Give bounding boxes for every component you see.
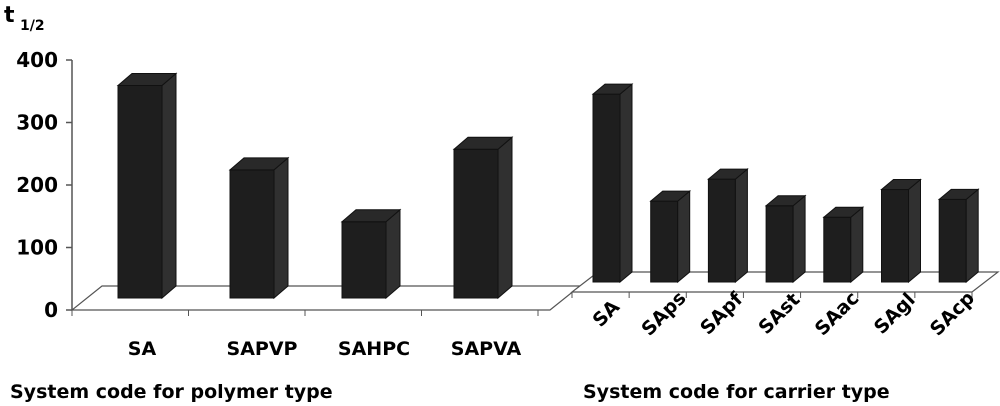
category-label: SA <box>588 296 624 332</box>
x-axis-title-polymer: System code for polymer type <box>10 381 333 403</box>
bar-side <box>619 83 633 284</box>
x-axis-title-carrier: System code for carrier type <box>583 381 890 403</box>
bar-top <box>649 190 692 202</box>
bar-top <box>822 206 865 218</box>
bar-SAPVP <box>228 156 290 300</box>
bar-front <box>592 93 621 283</box>
bar-front <box>117 85 163 299</box>
bar-side <box>850 206 864 284</box>
bar-side <box>677 190 691 284</box>
bar-front <box>229 169 275 299</box>
bar-front <box>765 205 794 283</box>
bar-SA <box>591 83 634 284</box>
y-tick-label: 0 <box>44 298 58 322</box>
bar-side <box>792 194 806 284</box>
bar-side <box>161 72 177 300</box>
category-label: SAgl <box>870 289 920 339</box>
bar-SA <box>116 72 178 300</box>
bar-side <box>908 178 921 284</box>
bar-front <box>881 189 909 283</box>
y-axis-title: t 1/2 <box>4 3 45 34</box>
category-label: SAac <box>811 287 864 340</box>
bar-top <box>452 136 514 150</box>
bar-front <box>341 221 387 299</box>
carrier-type-chart: SA SAps SApf SAst SAac SAgl SAcp <box>570 83 1000 340</box>
bar-side <box>273 156 289 300</box>
bar-SAHPC <box>340 208 402 300</box>
bar-top <box>764 195 807 207</box>
bar-SAcp <box>937 188 980 284</box>
bar-SApf <box>707 168 749 284</box>
bar-top <box>880 179 922 191</box>
bar-side <box>965 188 979 284</box>
bar-SAps <box>649 190 692 284</box>
bar-side <box>385 208 401 300</box>
polymer-type-chart: 0 100 200 300 400 SA SAPVP SAHPC SAPVA <box>16 48 582 360</box>
bar-side <box>497 136 513 300</box>
bar-front <box>707 178 736 283</box>
bar-front <box>453 148 499 299</box>
bar-SAac <box>822 206 865 284</box>
bar-top <box>340 209 402 223</box>
bar-top <box>591 83 634 95</box>
bar-front <box>650 200 679 283</box>
category-label: SA <box>128 338 157 360</box>
category-label: SAst <box>754 289 804 339</box>
category-label: SAPVP <box>227 338 298 360</box>
category-label: SAHPC <box>338 338 410 360</box>
category-label: SApf <box>696 288 748 340</box>
y-tick-label: 100 <box>16 236 58 260</box>
bar-side <box>734 168 748 284</box>
category-label: SAPVA <box>451 338 522 360</box>
bar-top <box>707 168 749 180</box>
bar-front <box>938 198 967 283</box>
bar-SAgl <box>880 178 922 284</box>
bar-top <box>116 73 178 86</box>
category-label: SAcp <box>926 287 979 340</box>
bar-SAPVA <box>452 136 514 300</box>
y-axis-title-main: t <box>4 3 15 28</box>
y-tick-label: 300 <box>16 111 58 135</box>
bar-front <box>823 216 852 283</box>
y-axis-title-subscript: 1/2 <box>20 18 45 34</box>
bar-SAst <box>764 194 807 284</box>
y-tick-label: 400 <box>16 48 58 72</box>
bar-top <box>228 157 290 171</box>
y-tick-label: 200 <box>16 173 58 197</box>
bar-top <box>937 188 980 200</box>
category-label: SAps <box>637 287 690 340</box>
